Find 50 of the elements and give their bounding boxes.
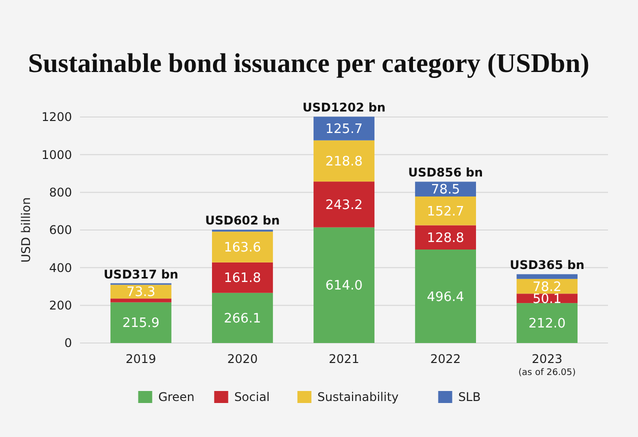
bar: [212, 232, 273, 262]
legend-label: Sustainability: [317, 390, 399, 404]
bar: [314, 140, 374, 182]
total-label: USD365 bn: [510, 258, 584, 272]
y-tick-label: 1200: [41, 110, 72, 124]
data-label: 496.4: [426, 290, 464, 305]
bar: [110, 302, 172, 343]
bar: [516, 274, 578, 279]
data-label: 218.8: [325, 154, 363, 170]
bar: [415, 250, 476, 343]
y-tick-label: 600: [49, 223, 72, 238]
data-label: 163.6: [224, 240, 262, 256]
legend-label: Green: [158, 390, 195, 404]
data-label: 128.8: [426, 230, 464, 246]
legend-label: Social: [234, 390, 270, 404]
bar: [314, 182, 374, 228]
data-label: 152.7: [426, 204, 464, 220]
total-label: USD317 bn: [104, 267, 178, 282]
x-tick-label: 2023 (as of 26.05): [518, 352, 576, 378]
data-label: 215.9: [122, 316, 160, 332]
bar: [516, 303, 578, 343]
total-label: USD1202 bn: [302, 100, 386, 115]
y-tick-label: 800: [49, 186, 72, 200]
bar: [212, 292, 273, 343]
bar: [110, 298, 172, 302]
x-tick-label: 2022: [430, 352, 461, 366]
y-tick-label: 0: [64, 336, 72, 350]
data-label: 73.3: [126, 285, 156, 300]
bar: [314, 116, 374, 140]
data-label: 212.0: [528, 316, 566, 332]
y-axis-title: USD billion: [19, 197, 33, 263]
bar: [415, 196, 476, 226]
data-label: 78.5: [431, 182, 460, 198]
x-tick-label: 2021: [328, 352, 360, 366]
legend-label: SLB: [458, 390, 481, 404]
total-label: USD856 bn: [408, 166, 483, 180]
y-tick-label: 1000: [41, 148, 72, 162]
data-label: 266.1: [224, 311, 262, 326]
data-label: 161.8: [224, 271, 262, 286]
chart-title: Sustainable bond issuance per category (USDbn): [28, 48, 590, 78]
x-tick-label: 2020: [227, 352, 258, 366]
bar: [314, 227, 374, 343]
data-label: 614.0: [325, 278, 363, 294]
total-label: USD602 bn: [205, 214, 280, 228]
bar: [212, 262, 273, 293]
data-label: 125.7: [325, 122, 363, 138]
data-label: 243.2: [325, 198, 363, 214]
x-tick-label: 2019: [126, 352, 156, 366]
y-tick-label: 400: [49, 260, 72, 275]
y-tick-label: 200: [49, 298, 72, 313]
